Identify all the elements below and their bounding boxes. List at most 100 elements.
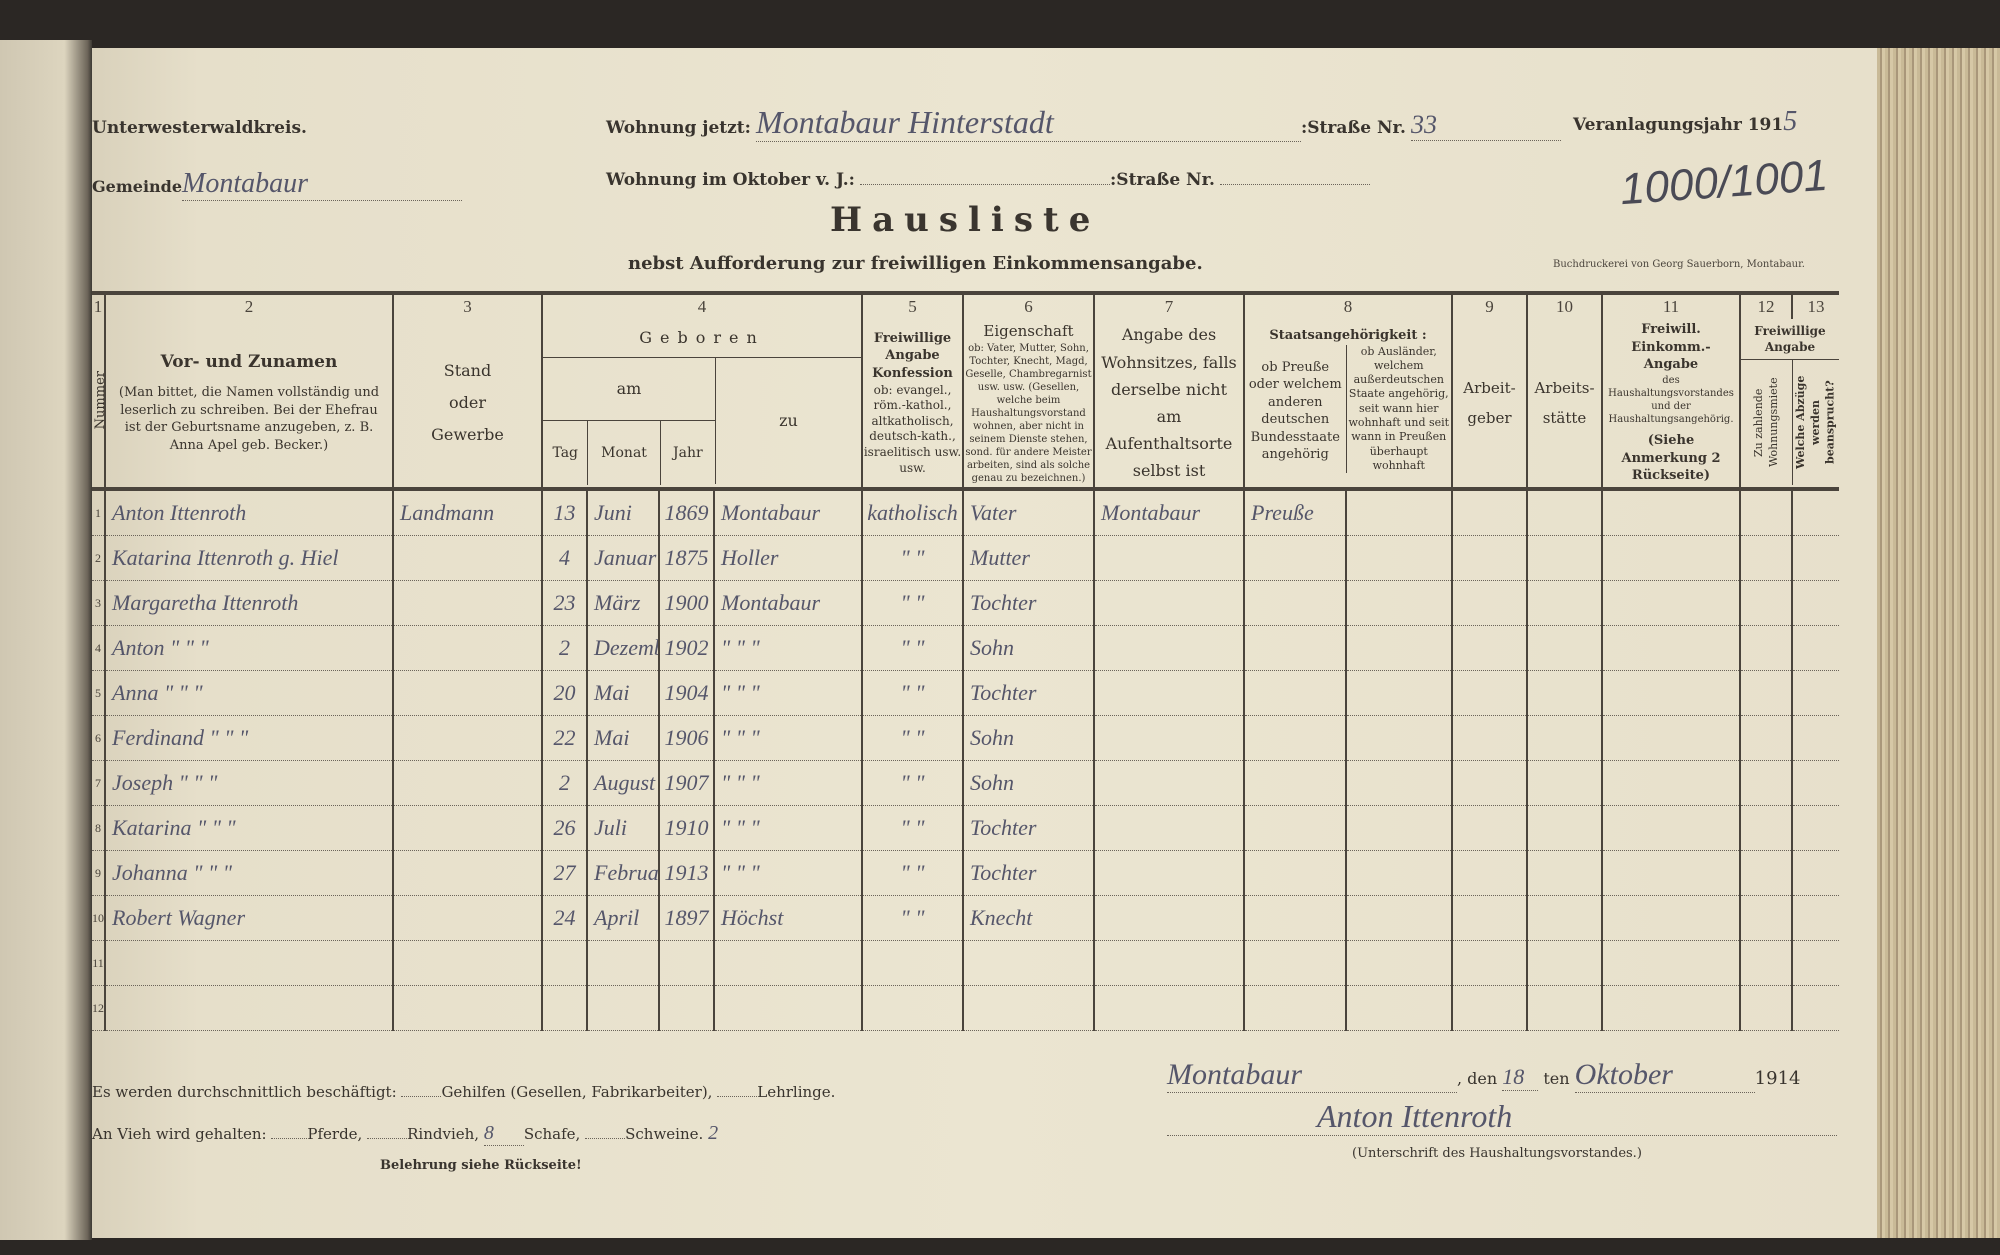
eigenschaft-cell: Sohn xyxy=(962,715,1094,761)
konfession-cell: katholisch xyxy=(861,489,963,536)
am-label: am xyxy=(616,378,642,398)
col-number: 5 xyxy=(861,291,963,319)
veranlagungsjahr-value: 5 xyxy=(1783,106,1798,137)
header-names: Vor- und Zunamen (Man bittet, die Namen … xyxy=(104,319,393,491)
row-number: 10 xyxy=(92,895,105,941)
eigenschaft-note: ob: Vater, Mutter, Sohn, Tochter, Knecht… xyxy=(965,342,1092,484)
freiwillige-title: Freiwillige Angabe xyxy=(1742,319,1839,361)
place-value: Montabaur xyxy=(1167,1058,1457,1093)
eigenschaft-cell xyxy=(962,940,1094,986)
table-row: 5 Anna " " " 20 Mai 1904 " " " " " Tochter xyxy=(92,670,1839,716)
eigenschaft-cell: Sohn xyxy=(962,625,1094,671)
empty-cell xyxy=(1526,850,1602,896)
staat-cell xyxy=(1243,760,1346,806)
printer-credit: Buchdruckerei von Georg Sauerborn, Monta… xyxy=(1553,259,1805,270)
livestock-label: An Vieh wird gehalten: xyxy=(92,1125,267,1143)
empty-cell xyxy=(1526,895,1602,941)
day-value: 18 xyxy=(1502,1064,1539,1091)
staat-cell xyxy=(1243,580,1346,626)
strasse-nr-2-value xyxy=(1220,166,1371,185)
empty-cell xyxy=(1451,760,1527,806)
schweine-value: 2 xyxy=(708,1122,719,1144)
konfession-cell: " " xyxy=(861,625,963,671)
wohnsitz-cell xyxy=(1093,715,1244,761)
stand-cell xyxy=(392,535,542,581)
column-header-row: Nummer Vor- und Zunamen (Man bittet, die… xyxy=(92,319,1839,491)
jahr-cell xyxy=(658,940,714,986)
signature-field: Anton Ittenroth xyxy=(1167,1098,1837,1136)
wohnung-jetzt-label: Wohnung jetzt: xyxy=(606,118,751,138)
empty-cell xyxy=(1345,580,1452,626)
wohnsitz-cell: Montabaur xyxy=(1093,489,1244,536)
empty-cell xyxy=(1791,850,1839,896)
row-number: 7 xyxy=(92,760,105,806)
jahr-cell: 1913 xyxy=(658,850,714,896)
signature-value: Anton Ittenroth xyxy=(1167,1098,1837,1136)
name-cell: Anton " " " xyxy=(104,625,393,671)
empty-cell xyxy=(1791,535,1839,581)
wohnsitz-cell xyxy=(1093,580,1244,626)
name-cell: Ferdinand " " " xyxy=(104,715,393,761)
birthplace-cell: Holler xyxy=(713,535,862,581)
ten-label: ten xyxy=(1543,1069,1570,1088)
konfession-cell xyxy=(861,985,963,1031)
stand-cell xyxy=(392,760,542,806)
jahr-cell: 1906 xyxy=(658,715,714,761)
table-row: 6 Ferdinand " " " 22 Mai 1906 " " " " " Sohn xyxy=(92,715,1839,761)
empty-cell xyxy=(1345,489,1452,536)
row-number: 5 xyxy=(92,670,105,716)
empty-cell xyxy=(1345,625,1452,671)
row-number: 12 xyxy=(92,985,105,1031)
empty-cell xyxy=(1601,625,1740,671)
empty-cell xyxy=(1601,985,1740,1031)
birthplace-cell: " " " xyxy=(713,670,862,716)
empty-cell xyxy=(1526,625,1602,671)
monat-cell: Mai xyxy=(586,715,659,761)
stand-cell xyxy=(392,895,542,941)
empty-cell xyxy=(1345,670,1452,716)
jahr-cell: 1904 xyxy=(658,670,714,716)
konfession-title: Freiwillige Angabe Konfession xyxy=(872,330,953,381)
tag-cell: 2 xyxy=(541,625,587,671)
eigenschaft-cell: Tochter xyxy=(962,670,1094,716)
col-number: 10 xyxy=(1526,291,1602,319)
wohnsitz-cell xyxy=(1093,535,1244,581)
jahr-cell: 1902 xyxy=(658,625,714,671)
empty-cell xyxy=(1345,535,1452,581)
col-number: 1 xyxy=(92,291,105,319)
staat-cell xyxy=(1243,805,1346,851)
empty-cell xyxy=(1739,715,1792,761)
empty-cell xyxy=(1739,895,1792,941)
miete-label: Zu zahlende Wohnungsmiete xyxy=(1751,378,1780,468)
monat-cell xyxy=(586,985,659,1031)
wohnsitz-cell xyxy=(1093,895,1244,941)
header-geboren: Geboren am Tag Monat Jahr zu xyxy=(541,319,862,491)
gemeinde-field: GemeindeMontabaur xyxy=(92,168,463,201)
abzuege-label: Welche Abzüge werden beansprucht? xyxy=(1793,376,1837,470)
jahr-cell: 1910 xyxy=(658,805,714,851)
konfession-note: ob: evangel., röm.-kathol., altkatholisc… xyxy=(863,382,962,475)
header-eigenschaft: Eigenschaft ob: Vater, Mutter, Sohn, Toch… xyxy=(962,319,1094,491)
eigenschaft-cell: Sohn xyxy=(962,760,1094,806)
wohnung-jetzt-value: Montabaur Hinterstadt xyxy=(755,104,1301,142)
schweine-dots xyxy=(585,1138,626,1139)
col-number: 6 xyxy=(962,291,1094,319)
empty-cell xyxy=(1791,805,1839,851)
monat-cell: Dezember xyxy=(586,625,659,671)
empty-cell xyxy=(1601,760,1740,806)
empty-cell xyxy=(1451,535,1527,581)
wohnsitz-cell xyxy=(1093,850,1244,896)
book-page-edges xyxy=(1877,48,2000,1238)
schafe-label: Schafe, xyxy=(523,1125,581,1143)
wohnung-jetzt-field: Wohnung jetzt: Montabaur Hinterstadt:Str… xyxy=(606,104,1561,142)
kreis-label: Unterwesterwaldkreis. xyxy=(92,118,307,138)
birthplace-cell: " " " xyxy=(713,760,862,806)
jahr-cell: 1900 xyxy=(658,580,714,626)
konfession-cell: " " xyxy=(861,850,963,896)
birthplace-cell xyxy=(713,940,862,986)
den-label: , den xyxy=(1457,1069,1498,1088)
birthplace-cell: " " " xyxy=(713,625,862,671)
wohnung-oktober-value xyxy=(860,166,1111,185)
month-value: Oktober xyxy=(1574,1058,1755,1093)
